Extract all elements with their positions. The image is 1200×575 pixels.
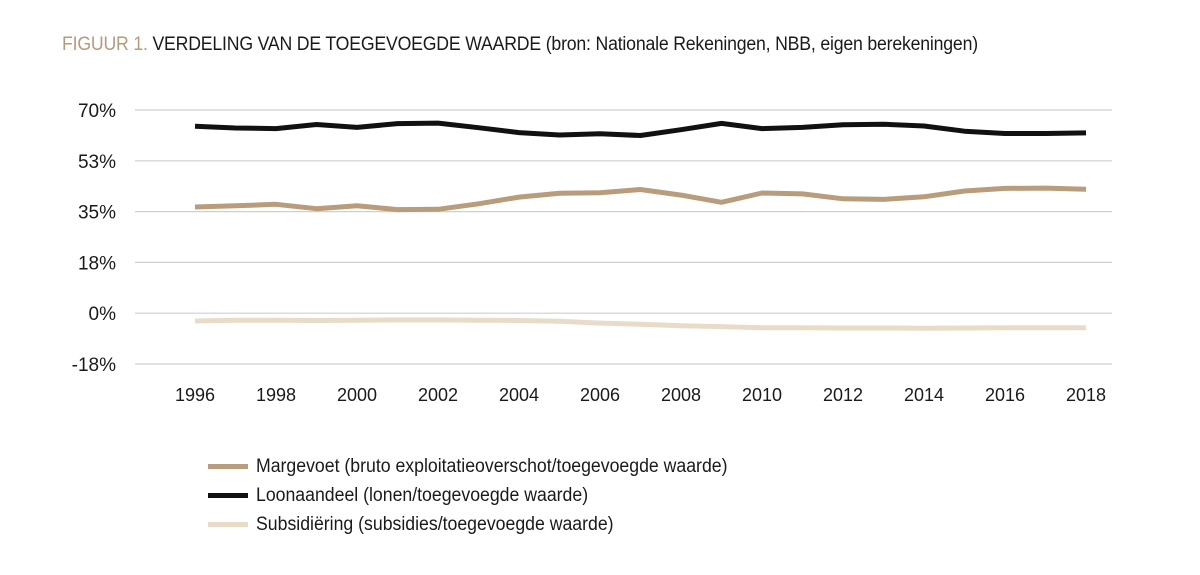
x-tick-label: 2018 [1066, 385, 1106, 405]
gridlines [135, 109, 1112, 365]
legend-item-subsidiering: Subsidiëring (subsidies/toegevoegde waar… [208, 510, 763, 539]
title-main: VERDELING VAN DE TOEGEVOEGDE WAARDE [152, 34, 541, 55]
x-tick-label: 2002 [418, 385, 458, 405]
legend-swatch-margevoet [208, 464, 248, 469]
x-tick-label: 2008 [661, 385, 701, 405]
series-line-subsidiering [194, 317, 1086, 331]
y-tick-label: 70% [78, 101, 116, 122]
y-tick-label: -18% [72, 355, 116, 376]
figure-number: FIGUUR 1. [62, 34, 148, 55]
legend-label-subsidiering: Subsidiëring (subsidies/toegevoegde waar… [256, 513, 614, 535]
legend-swatch-subsidiering [208, 522, 248, 527]
chart-title: FIGUUR 1. VERDELING VAN DE TOEGEVOEGDE W… [62, 34, 978, 56]
x-tick-label: 2000 [337, 385, 377, 405]
x-tick-label: 2006 [580, 385, 620, 405]
legend-item-loonaandeel: Loonaandeel (lonen/toegevoegde waarde) [208, 481, 763, 510]
x-tick-label: 2010 [742, 385, 782, 405]
line-chart: 70% 53% 35% 18% 0% -18% 1996 1998 2000 2002 2004 2… [72, 101, 1112, 405]
legend-label-margevoet: Margevoet (bruto exploitatieoverschot/to… [256, 455, 728, 477]
x-tick-label: 2014 [904, 385, 944, 405]
y-tick-label: 18% [78, 253, 116, 274]
legend-item-margevoet: Margevoet (bruto exploitatieoverschot/to… [208, 452, 763, 481]
x-tick-label: 1998 [256, 385, 296, 405]
y-axis-ticks: 70% 53% 35% 18% 0% -18% [72, 101, 116, 376]
y-tick-label: 53% [78, 152, 116, 173]
x-axis-ticks: 1996 1998 2000 2002 2004 2006 2008 2010 2012 2014… [175, 385, 1106, 405]
y-tick-label: 0% [89, 304, 117, 325]
series-lines [194, 120, 1087, 331]
legend-swatch-loonaandeel [208, 493, 248, 498]
x-tick-label: 2016 [985, 385, 1025, 405]
legend-label-loonaandeel: Loonaandeel (lonen/toegevoegde waarde) [256, 484, 589, 506]
x-tick-label: 2012 [823, 385, 863, 405]
x-tick-label: 2004 [499, 385, 539, 405]
y-tick-label: 35% [78, 203, 116, 224]
x-tick-label: 1996 [175, 385, 215, 405]
series-line-margevoet [194, 185, 1087, 213]
title-source: (bron: Nationale Rekeningen, NBB, eigen … [545, 34, 978, 55]
legend: Margevoet (bruto exploitatieoverschot/to… [208, 452, 763, 539]
series-line-loonaandeel [194, 120, 1087, 138]
